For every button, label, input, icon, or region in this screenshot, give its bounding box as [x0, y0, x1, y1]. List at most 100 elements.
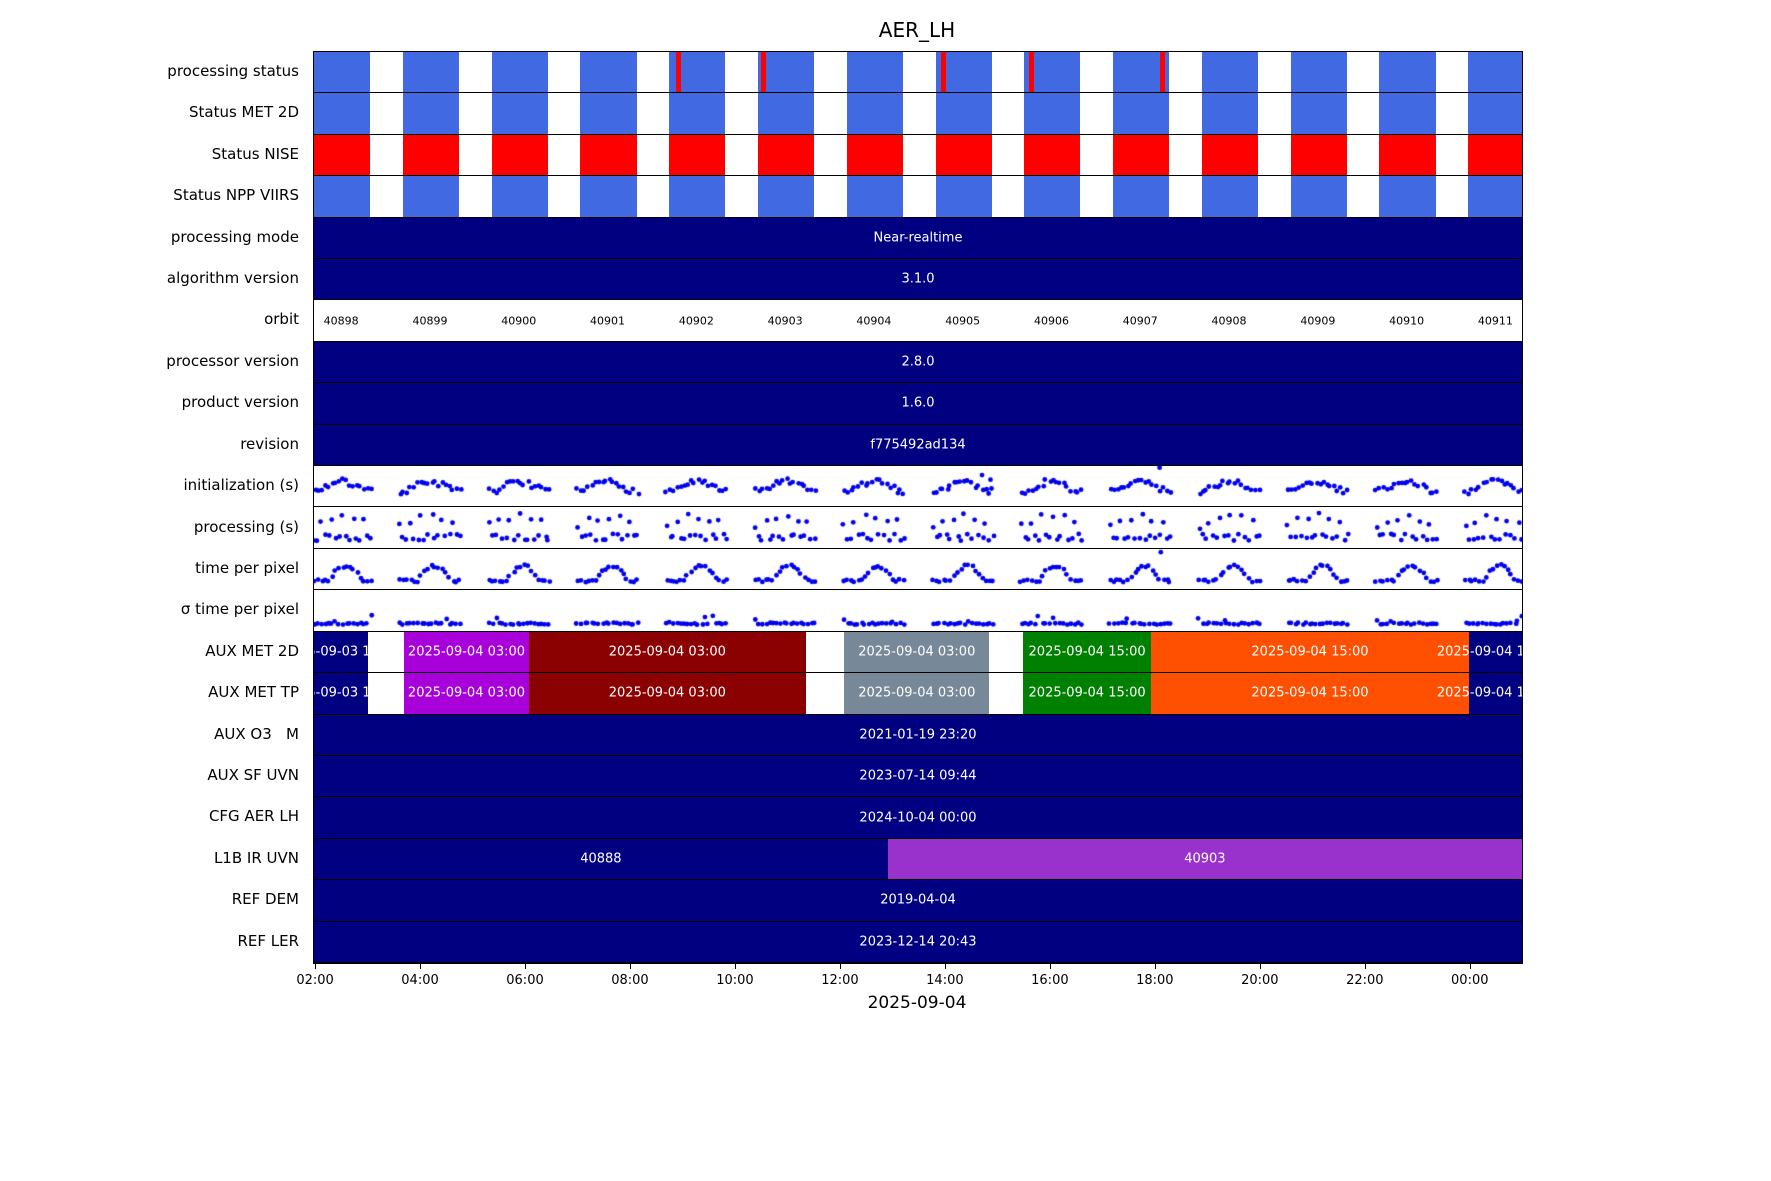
status-block	[314, 176, 371, 217]
orbit-number: 40898	[323, 314, 359, 328]
orbit-number: 40905	[945, 314, 981, 328]
segment-label: 40903	[1184, 851, 1226, 867]
orbit-number: 40900	[501, 314, 537, 328]
x-tick-label: 16:00	[1031, 973, 1069, 988]
row-label-aux-met-2d: AUX MET 2D	[205, 641, 299, 660]
status-block	[580, 134, 637, 176]
segment	[314, 838, 888, 880]
row-l1b-ir-uvn: 40888 40903	[314, 838, 1522, 881]
row-algorithm-version: 3.1.0	[314, 259, 1522, 301]
status-block	[1290, 52, 1347, 93]
status-block	[846, 93, 903, 134]
orbit-number: 40902	[678, 314, 714, 328]
x-tick-label: 04:00	[401, 973, 439, 988]
status-block	[1468, 176, 1522, 217]
status-block	[402, 93, 459, 134]
segment-label: 2025-09-04 18:00	[1436, 644, 1522, 660]
row-label-orbit: orbit	[264, 310, 299, 329]
status-block	[1024, 176, 1081, 217]
row-label-aux-met-tp: AUX MET TP	[208, 683, 299, 702]
error-mark	[676, 52, 682, 93]
segment	[989, 631, 1024, 673]
segment-label: 2025-09-03 15:00	[314, 685, 400, 701]
status-block	[935, 93, 992, 134]
status-block	[1201, 52, 1259, 93]
row-label-status-met-2d: Status MET 2D	[188, 103, 299, 122]
status-block	[1201, 93, 1259, 134]
scatter-canvas	[314, 466, 1522, 633]
row-label-processing-s: processing (s)	[193, 517, 299, 536]
bar-value: 2024-10-04 00:00	[859, 810, 977, 826]
status-block	[314, 93, 371, 134]
status-block	[1024, 93, 1081, 134]
bar-value: 2023-07-14 09:44	[859, 768, 977, 784]
status-block	[846, 134, 903, 176]
row-label-aux-sf-uvn: AUX SF UVN	[207, 765, 299, 784]
status-block	[935, 134, 992, 176]
status-block	[1113, 134, 1170, 176]
error-mark	[760, 52, 766, 93]
status-block	[1379, 93, 1436, 134]
status-block	[1379, 52, 1436, 93]
row-aux-met-tp: 2025-09-03 15:00 2025-09-04 03:00 2025-09-…	[314, 673, 1522, 715]
bar-value: Near-realtime	[873, 230, 963, 246]
orbit-number: 40908	[1211, 314, 1247, 328]
row-label-time-per-pixel: σ time per pixel	[180, 600, 299, 619]
status-block	[757, 134, 815, 176]
status-block	[846, 52, 903, 93]
segment	[529, 631, 806, 673]
segment	[844, 631, 990, 673]
bar-value: 3.1.0	[901, 271, 935, 287]
row-processing-status	[314, 52, 1522, 94]
x-tick-label: 10:00	[716, 973, 754, 988]
status-block	[757, 93, 815, 134]
error-mark	[1029, 52, 1035, 93]
segment	[805, 673, 845, 714]
row-status-nise	[314, 134, 1522, 177]
row-cfg-aer-lh: 2024-10-04 00:00	[314, 797, 1522, 839]
error-mark	[1159, 52, 1165, 93]
orbit-number: 40907	[1122, 314, 1158, 328]
status-block	[1024, 134, 1081, 176]
segment-label: 2025-09-03 15:00	[314, 644, 400, 660]
status-block	[1468, 93, 1522, 134]
status-block	[1201, 176, 1259, 217]
row-label-time-per-pixel: time per pixel	[195, 558, 299, 577]
status-block	[1113, 176, 1170, 217]
status-block	[757, 52, 815, 93]
status-block	[669, 134, 726, 176]
status-block	[1379, 176, 1436, 217]
segment-label: 2025-09-04 18:00	[1436, 685, 1522, 701]
segment-label: 40888	[580, 851, 622, 867]
segment	[844, 673, 990, 714]
row-ref-ler: 2023-12-14 20:43	[314, 921, 1522, 963]
segment	[805, 631, 845, 673]
row-label-l1b-ir-uvn: L1B IR UVN	[213, 848, 299, 867]
orbit-number: 40899	[412, 314, 448, 328]
x-tick-label: 20:00	[1241, 973, 1279, 988]
segment	[1468, 673, 1522, 714]
row-status-met-2d	[314, 93, 1522, 135]
segment	[314, 673, 369, 714]
row-label-cfg-aer-lh: CFG AER LH	[208, 807, 299, 826]
error-mark	[940, 52, 946, 93]
row-label-revision: revision	[240, 434, 299, 453]
row-ref-dem: 2019-04-04	[314, 880, 1522, 922]
x-tick-label: 18:00	[1136, 973, 1174, 988]
segment	[314, 631, 369, 673]
status-block	[491, 52, 548, 93]
status-block	[846, 176, 903, 217]
status-block	[314, 134, 371, 176]
segment-label: 2025-09-04 15:00	[1251, 685, 1369, 701]
segment-label: 2025-09-04 15:00	[1028, 685, 1146, 701]
row-label-status-npp-viirs: Status NPP VIIRS	[173, 186, 299, 205]
row-processor-version: 2.8.0	[314, 341, 1522, 384]
row-revision: f775492ad134	[314, 424, 1522, 467]
row-label-processor-version: processor version	[166, 351, 299, 370]
status-block	[1290, 93, 1347, 134]
status-block	[491, 176, 548, 217]
status-block	[1113, 93, 1170, 134]
segment	[403, 631, 529, 673]
segment	[529, 673, 806, 714]
status-block	[491, 134, 548, 176]
